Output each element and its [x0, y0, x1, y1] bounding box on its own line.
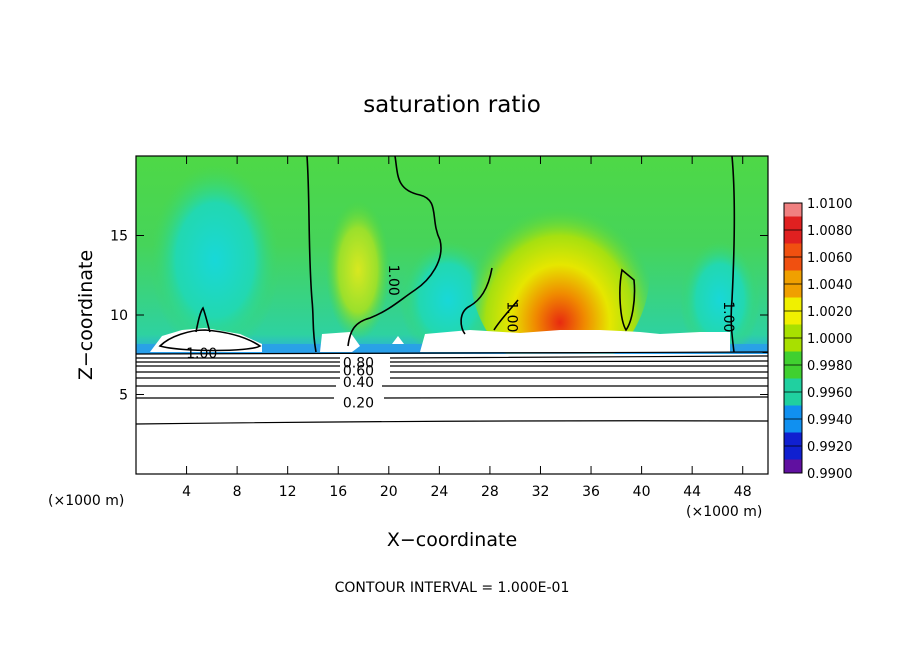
- colorbar-label: 1.0080: [807, 224, 853, 239]
- y-axis: 5 10 15: [110, 229, 768, 404]
- colorbar-swatch: [784, 203, 802, 217]
- x-tick-label: 28: [481, 484, 499, 500]
- contour-label: 0.60: [343, 364, 374, 380]
- x-tick-label: 24: [430, 484, 448, 500]
- contour-label: 0.20: [343, 395, 374, 411]
- colorbar-label: 0.9980: [807, 359, 853, 374]
- contour-label: 0.40: [343, 375, 374, 391]
- colorbar-swatch: [784, 392, 802, 406]
- cloud-patch-4: [392, 336, 404, 344]
- y-tick-label: 15: [110, 229, 128, 245]
- x-axis: 4 8 12 16 20 24 28 32 36 40 44 48: [182, 156, 752, 500]
- heatmap-field: [136, 156, 768, 474]
- chart-title: saturation ratio: [363, 92, 541, 118]
- colorbar-label: 0.9960: [807, 386, 853, 401]
- colorbar-label: 1.0100: [807, 197, 853, 212]
- x-tick-label: 20: [380, 484, 398, 500]
- cyan-region-right: [680, 240, 760, 360]
- colorbar-swatch: [784, 432, 802, 446]
- contour-interval-note: CONTOUR INTERVAL = 1.000E-01: [335, 580, 570, 596]
- colorbar: 1.0100 1.0080 1.0060 1.0040 1.0020 1.0000 0.99…: [783, 197, 853, 482]
- contour-labels: 1.00 1.00 1.00 1.00 0.800.600.40 0.20: [186, 265, 736, 412]
- contour-label: 1.00: [720, 301, 736, 332]
- cloud-patch-3: [420, 330, 730, 352]
- contour-lines-100: [158, 156, 736, 353]
- colorbar-label: 1.0040: [807, 278, 853, 293]
- colorbar-swatch: [784, 351, 802, 365]
- colorbar-label: 1.0060: [807, 251, 853, 266]
- colorbar-label: 0.9900: [807, 467, 853, 482]
- contour-label: 0.80: [343, 356, 374, 372]
- colorbar-swatch: [784, 257, 802, 271]
- yellow-region-left: [326, 200, 390, 340]
- colorbar-swatch: [784, 459, 802, 473]
- colorbar-swatch: [784, 324, 802, 338]
- colorbar-swatch: [784, 405, 802, 419]
- y-tick-label: 5: [119, 388, 128, 404]
- colorbar-swatch: [784, 284, 802, 298]
- colorbar-swatch: [784, 216, 802, 230]
- colorbar-swatch: [784, 311, 802, 325]
- x-tick-label: 32: [532, 484, 550, 500]
- colorbar-label: 1.0020: [807, 305, 853, 320]
- x-tick-label: 40: [633, 484, 651, 500]
- colorbar-swatch: [784, 243, 802, 257]
- x-tick-label: 4: [182, 484, 191, 500]
- colorbar-label: 0.9920: [807, 440, 853, 455]
- colorbar-swatch: [784, 419, 802, 433]
- x-tick-label: 48: [734, 484, 752, 500]
- colorbar-label: 1.0000: [807, 332, 853, 347]
- contour-label: 1.00: [504, 301, 520, 332]
- x-unit-right: (×1000 m): [686, 504, 762, 520]
- x-tick-label: 12: [279, 484, 297, 500]
- x-tick-label: 36: [582, 484, 600, 500]
- cyan-region-left: [150, 165, 280, 355]
- contour-lines-lower: [136, 351, 768, 425]
- colorbar-swatch: [784, 338, 802, 352]
- lower-white-region: [136, 354, 768, 474]
- contour-label: 1.00: [186, 346, 217, 362]
- colorbar-label: 0.9940: [807, 413, 853, 428]
- contour-label: 1.00: [385, 265, 401, 296]
- hot-region: [470, 165, 650, 375]
- colorbar-swatch: [784, 378, 802, 392]
- y-axis-label: Z−coordinate: [75, 250, 97, 380]
- colorbar-swatch: [784, 230, 802, 244]
- x-tick-label: 8: [233, 484, 242, 500]
- x-tick-label: 44: [683, 484, 701, 500]
- y-tick-label: 10: [110, 308, 128, 324]
- colorbar-swatch: [784, 270, 802, 284]
- colorbar-swatch: [784, 365, 802, 379]
- colorbar-swatch: [784, 446, 802, 460]
- x-unit-left: (×1000 m): [48, 493, 124, 509]
- x-tick-label: 16: [329, 484, 347, 500]
- colorbar-swatch: [784, 297, 802, 311]
- x-axis-label: X−coordinate: [387, 529, 517, 551]
